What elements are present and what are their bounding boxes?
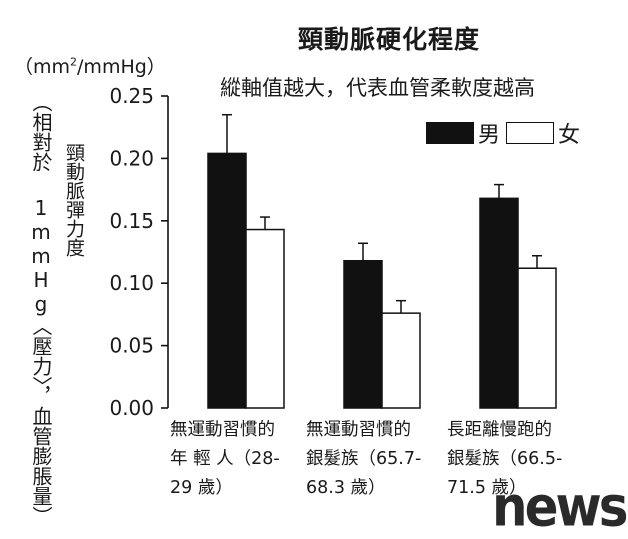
bar <box>207 152 247 409</box>
unit-prefix: （mm <box>14 56 71 78</box>
y-axis-note: （相對於 1mmHg〈壓力〉，血管膨脹量） <box>29 92 53 526</box>
category-label: 長距離慢跑的 銀髮族（66.5- 71.5 歲） <box>447 420 563 498</box>
bars-group <box>207 113 557 409</box>
y-tick-label: 0.15 <box>109 209 154 233</box>
category-label: 無運動習慣的 年 輕 人（28- 29 歲） <box>170 420 280 498</box>
y-tick-label: 0.00 <box>109 396 154 420</box>
category-label: 無運動習慣的 銀髮族（65.7- 68.3 歲） <box>306 420 422 498</box>
legend-swatch-male <box>426 122 474 144</box>
bar <box>381 312 421 409</box>
y-axis-label: 頸動脈彈力度 <box>63 143 85 257</box>
bar <box>245 228 285 409</box>
y-axis: 0.00 0.05 0.10 0.15 0.20 0.25 <box>109 84 169 420</box>
chart-title: 頸動脈硬化程度 <box>298 25 481 54</box>
unit-label: （mm2/mmHg） <box>14 52 166 79</box>
chart-subtitle: 縱軸值越大，代表血管柔軟度越高 <box>220 76 535 100</box>
unit-superscript: 2 <box>70 55 78 69</box>
bar <box>517 267 557 409</box>
news-watermark: news <box>492 475 628 539</box>
legend: 男 女 <box>426 117 586 149</box>
bar <box>343 259 383 409</box>
legend-label-female: 女 <box>558 123 581 148</box>
legend-swatch-female <box>506 122 555 144</box>
y-tick-label: 0.05 <box>109 334 154 358</box>
legend-label-male: 男 <box>478 123 501 148</box>
unit-suffix: /mmHg） <box>77 56 166 78</box>
y-tick-label: 0.20 <box>109 146 154 170</box>
y-tick-label: 0.10 <box>109 271 154 295</box>
y-tick-label: 0.25 <box>109 84 154 108</box>
bar <box>479 197 519 409</box>
